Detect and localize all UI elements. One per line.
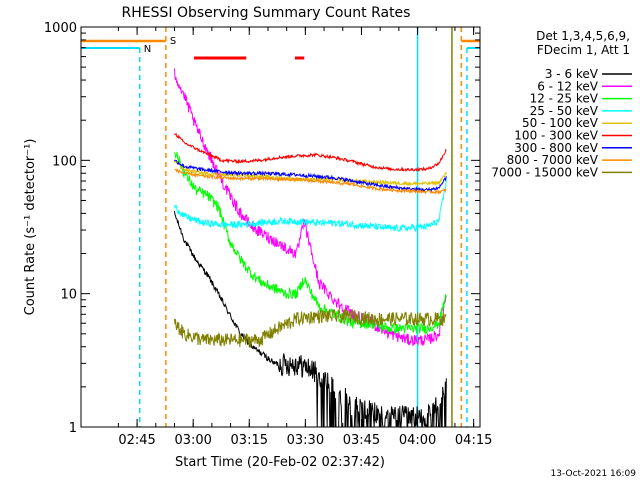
y-tick-label: 10 [60,288,77,303]
x-tick-label: 03:45 [343,433,380,448]
series-line-3 [174,151,447,336]
x-tick-label: 04:15 [455,433,492,448]
series-line-1 [173,210,447,429]
x-tick-label: 02:45 [118,433,155,448]
x-tick-label: 03:15 [231,433,268,448]
legend-label-9: 7000 - 15000 keV [491,165,598,179]
night-flag-label: N [144,44,151,55]
legend-label-2: 6 - 12 keV [537,79,599,93]
legend-label-4: 25 - 50 keV [530,104,599,118]
y-tick-label: 1 [69,421,77,436]
y-tick-label: 100 [52,154,77,169]
legend-header-line-1: Det 1,3,4,5,6,9, [536,29,630,43]
footer-timestamp: 13-Oct-2021 16:09 [551,469,637,479]
saa-flag-label: S [170,36,176,47]
x-tick-label: 03:00 [174,433,211,448]
x-tick-label: 03:30 [287,433,324,448]
series-line-2 [173,68,447,347]
y-tick-label: 1000 [44,21,77,36]
y-axis: 1 10 100 1000 [44,21,480,436]
series-line-8 [174,167,447,196]
legend-label-6: 100 - 300 keV [514,129,598,143]
series-layer [173,68,447,429]
legend-label-5: 50 - 100 keV [522,116,599,130]
y-axis-label: Count Rate (s⁻¹ detector⁻¹) [23,139,38,316]
series-line-5 [174,159,447,187]
legend-label-1: 3 - 6 keV [545,67,599,81]
legend-label-8: 800 - 7000 keV [507,153,599,167]
series-line-4 [174,178,447,233]
legend-label-3: 12 - 25 keV [530,92,599,106]
series-line-6 [174,132,447,172]
series-line-7 [174,159,447,193]
x-tick-label: 04:00 [399,433,436,448]
chart-title: RHESSI Observing Summary Count Rates [122,5,411,21]
x-axis: 02:45 03:00 03:15 03:30 03:45 04:00 04:15 [117,27,492,448]
plot-frame [80,26,481,428]
legend-header-line-2: FDecim 1, Att 1 [537,43,630,57]
legend: Det 1,3,4,5,6,9, FDecim 1, Att 1 3 - 6 k… [491,29,632,179]
x-axis-label: Start Time (20-Feb-02 02:37:42) [175,455,385,470]
series-line-9 [173,308,447,349]
legend-label-7: 300 - 800 keV [514,141,598,155]
